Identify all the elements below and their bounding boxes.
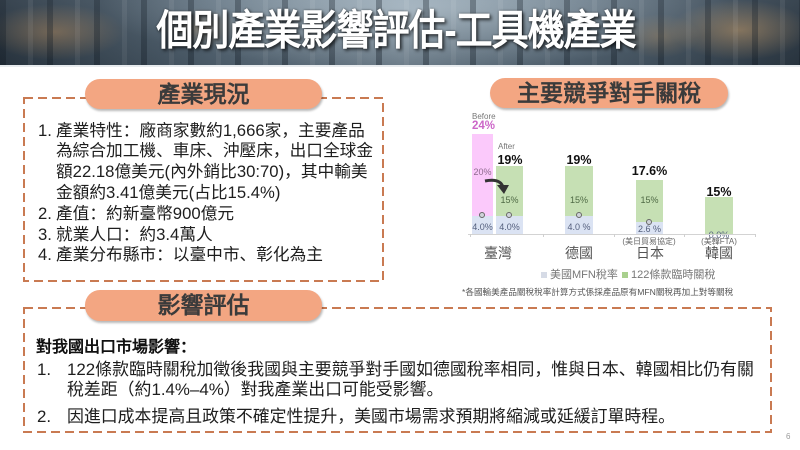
list-item-number: 2.	[37, 407, 52, 426]
list-item-text: 稅差距（約1.4%–4%）對我產業出口可能受影響。	[67, 380, 444, 399]
bar-japan-mfn	[636, 222, 663, 234]
axis-tick	[755, 234, 756, 237]
competitor-tariffs-heading: 主要競爭對手關稅	[490, 78, 728, 108]
segment-label: 4.0%	[499, 222, 520, 232]
before-tag: Before	[472, 112, 496, 121]
category-label-taiwan: 臺灣	[484, 245, 512, 261]
bar-taiwan-after-mfn	[496, 216, 523, 234]
total-label: 15%	[706, 185, 732, 199]
curved-arrow-icon	[484, 178, 509, 194]
bar-korea-122	[705, 197, 733, 234]
marker-dot-icon	[575, 211, 582, 218]
list-item-text: 額22.18億美元(內外銷比30:70)，其中輸美	[56, 162, 368, 182]
legend-swatch-icon	[541, 272, 547, 278]
bar-germany-mfn	[565, 216, 593, 234]
axis-tick	[543, 234, 544, 237]
list-item-text: 產業特性：廠商家數約1,666家，主要產品	[56, 120, 365, 140]
x-axis-line	[468, 234, 756, 235]
segment-label: 15%	[569, 195, 588, 205]
header-divider	[0, 65, 800, 67]
after-tag: After	[498, 142, 515, 151]
impact-list: 1. 122條款臨時關稅加徵後我國與主要競爭對手國如德國稅率相同，惟與日本、韓國…	[37, 360, 754, 427]
list-item: 1. 122條款臨時關稅加徵後我國與主要競爭對手國如德國稅率相同，惟與日本、韓國…	[37, 360, 754, 400]
list-item-text: 因進口成本提高且政策不確定性提升，美國市場需求預期將縮減或延緩訂單時程。	[67, 407, 676, 426]
industry-status-list: 1. 產業特性：廠商家數約1,666家，主要產品 為綜合加工機、車床、沖壓床，出…	[38, 121, 373, 267]
segment-label: 4.0 %	[567, 222, 591, 232]
chart-footnote: *各國輸美產品關稅稅率計算方式係採產品原有MFN關稅再加上對等關稅	[462, 287, 734, 297]
axis-tick	[470, 234, 471, 237]
bar-taiwan-before-mfn	[472, 216, 493, 234]
impact-heading: 影響評估	[85, 290, 322, 321]
industry-status-dashed-box	[23, 97, 384, 282]
korea-note: (美韓FTA)	[701, 237, 737, 246]
list-item-number: 3.	[38, 224, 52, 244]
list-item: 3. 就業人口：約3.4萬人	[38, 225, 373, 246]
industry-status-heading: 產業現況	[85, 79, 322, 109]
legend-item-122: 122條款臨時關稅	[622, 269, 715, 281]
list-item-text: 產值：約新臺幣900億元	[56, 203, 235, 223]
list-item-text: 就業人口：約3.4萬人	[56, 224, 213, 244]
page-number: 6	[786, 432, 791, 441]
list-item: 4. 產業分布縣市：以臺中市、彰化為主	[38, 245, 373, 266]
page-title: 個別產業影響評估-工具機產業	[156, 7, 636, 54]
bar-taiwan-before-tariff	[472, 134, 493, 216]
impact-subheading: 對我國出口市場影響：	[36, 339, 197, 356]
category-label-japan: 日本	[636, 245, 664, 261]
axis-tick	[614, 234, 615, 237]
legend-item-mfn: 美國MFN稅率	[541, 269, 618, 281]
marker-dot-icon	[479, 211, 485, 218]
list-item: 2. 產值：約新臺幣900億元	[38, 204, 373, 225]
segment-label: 4.0%	[472, 222, 493, 232]
list-item-text: 為綜合加工機、車床、沖壓床，出口全球金	[56, 141, 374, 161]
segment-label: 2.6 %	[637, 224, 661, 234]
total-label: 17.6%	[631, 164, 668, 178]
marker-dot-icon	[646, 218, 652, 225]
category-label-germany: 德國	[565, 245, 593, 261]
total-label: 19%	[497, 153, 523, 167]
list-item: 2. 因進口成本提高且政策不確定性提升，美國市場需求預期將縮減或延緩訂單時程。	[37, 407, 754, 427]
japan-note: (美日貿易協定)	[622, 237, 676, 246]
list-item-text: 122條款臨時關稅加徵後我國與主要競爭對手國如德國稅率相同，惟與日本、韓國相比仍…	[67, 360, 754, 379]
list-item-number: 1.	[38, 120, 52, 140]
bar-japan-122	[636, 180, 663, 222]
legend-swatch-icon	[622, 272, 628, 278]
list-item-number: 2.	[38, 203, 52, 223]
before-total-label: 24%	[472, 120, 496, 132]
list-item-number: 4.	[38, 245, 52, 265]
segment-label: 15%	[640, 195, 659, 205]
list-item-number: 1.	[37, 360, 52, 379]
segment-label: 20%	[473, 167, 492, 177]
list-item-text: 產業分布縣市：以臺中市、彰化為主	[56, 245, 323, 265]
list-item: 1. 產業特性：廠商家數約1,666家，主要產品 為綜合加工機、車床、沖壓床，出…	[38, 121, 373, 204]
list-item-text: 金額約3.41億美元(占比15.4%)	[56, 182, 281, 202]
header-banner	[0, 0, 800, 65]
legend-label: 美國MFN稅率	[550, 269, 618, 281]
impact-dashed-box	[23, 307, 772, 433]
axis-tick	[684, 234, 685, 237]
segment-label: 15%	[500, 195, 519, 205]
segment-label: 0.0%	[708, 230, 730, 240]
category-label-korea: 韓國	[705, 245, 733, 261]
total-label: 19%	[566, 153, 592, 167]
bar-taiwan-after-122	[496, 166, 523, 216]
bar-germany-122	[565, 166, 593, 216]
legend-label: 122條款臨時關稅	[631, 269, 716, 281]
marker-dot-icon	[506, 211, 512, 218]
